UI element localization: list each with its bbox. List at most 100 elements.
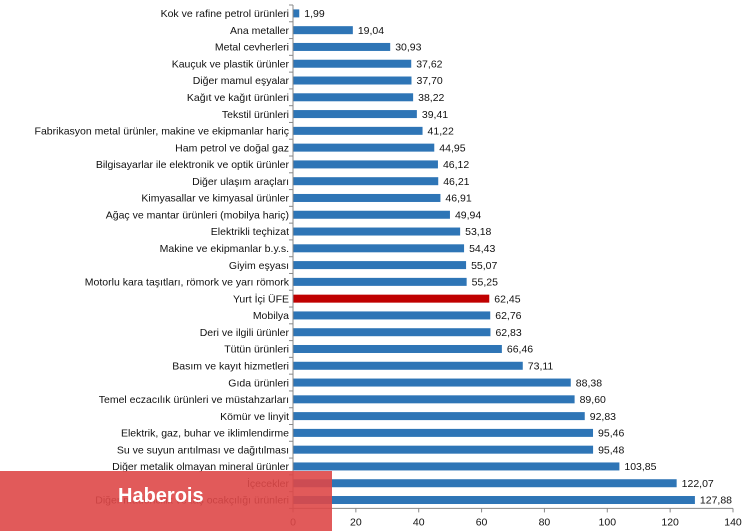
bar: [293, 42, 391, 51]
value-label: 39,41: [422, 109, 448, 121]
value-label: 95,48: [598, 444, 624, 456]
category-label: Kömür ve linyit: [220, 411, 289, 423]
value-labels: 1,99 19,04 30,93 37,62 37,70 38,22 39,41 41,22 4…: [304, 8, 732, 507]
value-label: 19,04: [358, 25, 384, 37]
category-label: Ham petrol ve doğal gaz: [175, 142, 289, 154]
x-tick-label: 20: [350, 516, 362, 528]
value-label: 62,76: [495, 310, 521, 322]
value-label: 41,22: [428, 126, 454, 138]
category-label: Motorlu kara taşıtları, römork ve yarı r…: [85, 277, 290, 289]
x-tick-label: 40: [413, 516, 425, 528]
value-label: 92,83: [590, 411, 616, 423]
value-label: 62,45: [494, 293, 520, 305]
category-label: Deri ve ilgili ürünler: [200, 327, 290, 339]
category-label: Tekstil ürünleri: [222, 109, 289, 121]
value-label: 55,25: [472, 277, 498, 289]
x-tick-label: 120: [661, 516, 679, 528]
value-label: 66,46: [507, 344, 533, 356]
bar: [293, 210, 450, 219]
value-label: 46,21: [443, 176, 469, 188]
axes: 020406080100120140: [289, 4, 742, 528]
value-label: 46,12: [443, 159, 469, 171]
bar: [293, 227, 461, 236]
value-label: 73,11: [528, 360, 554, 372]
category-label: Diğer metalik olmayan mineral ürünler: [112, 461, 289, 473]
bar: [293, 496, 695, 505]
category-label: Makine ve ekipmanlar b.y.s.: [160, 243, 289, 255]
bar: [293, 311, 491, 320]
bar: [293, 26, 353, 35]
bar: [293, 76, 412, 85]
category-label: Giyim eşyası: [229, 260, 289, 272]
bar: [293, 261, 467, 270]
category-label: Mobilya: [253, 310, 289, 322]
category-label: Bilgisayarlar ile elektronik ve optik ür…: [96, 159, 290, 171]
value-label: 53,18: [465, 226, 491, 238]
category-label: Ağaç ve mantar ürünleri (mobilya hariç): [106, 209, 289, 221]
category-label: Metal cevherleri: [215, 42, 289, 54]
category-label: Diğer mamul eşyalar: [193, 75, 290, 87]
bar: [293, 143, 435, 152]
category-label: Ana metaller: [230, 25, 289, 37]
bar: [293, 160, 438, 169]
bar: [293, 294, 490, 303]
value-label: 95,46: [598, 428, 624, 440]
x-tick-label: 80: [539, 516, 551, 528]
bar: [293, 328, 491, 337]
category-label: Tütün ürünleri: [224, 344, 289, 356]
bar: [293, 462, 620, 471]
category-labels: Kok ve rafine petrol ürünleri Ana metalle…: [35, 8, 290, 507]
value-label: 88,38: [576, 377, 602, 389]
category-label: Basım ve kayıt hizmetleri: [172, 360, 289, 372]
value-label: 46,91: [445, 193, 471, 205]
category-label: Elektrikli teçhizat: [211, 226, 289, 238]
value-label: 30,93: [395, 42, 421, 54]
watermark-text: Haberois: [118, 485, 204, 507]
bar: [293, 277, 467, 286]
category-label: Su ve suyun arıtılması ve dağıtılması: [117, 444, 289, 456]
category-label: Kağıt ve kağıt ürünleri: [187, 92, 289, 104]
bar: [293, 193, 441, 202]
category-label: Kimyasallar ve kimyasal ürünler: [141, 193, 289, 205]
value-label: 1,99: [304, 8, 325, 20]
category-label: Kauçuk ve plastik ürünler: [172, 58, 290, 70]
value-label: 37,70: [416, 75, 442, 87]
x-tick-label: 60: [476, 516, 488, 528]
bar: [293, 110, 417, 119]
value-label: 49,94: [455, 209, 481, 221]
bar: [293, 9, 300, 18]
bar: [293, 395, 575, 404]
value-label: 38,22: [418, 92, 444, 104]
category-label: Elektrik, gaz, buhar ve iklimlendirme: [121, 428, 289, 440]
bar: [293, 126, 423, 135]
category-label: Fabrikasyon metal ürünler, makine ve eki…: [35, 126, 289, 138]
bar: [293, 344, 502, 353]
category-label: Kok ve rafine petrol ürünleri: [161, 8, 289, 20]
bar: [293, 244, 465, 253]
bar: [293, 361, 523, 370]
category-label: Diğer ulaşım araçları: [192, 176, 289, 188]
bar: [293, 177, 439, 186]
bar: [293, 479, 677, 488]
x-tick-label: 140: [724, 516, 742, 528]
bars: [293, 9, 695, 505]
value-label: 44,95: [439, 142, 465, 154]
value-label: 54,43: [469, 243, 495, 255]
value-label: 89,60: [580, 394, 606, 406]
value-label: 55,07: [471, 260, 497, 272]
value-label: 37,62: [416, 58, 442, 70]
bar: [293, 428, 594, 437]
value-label: 62,83: [495, 327, 521, 339]
x-tick-label: 100: [599, 516, 617, 528]
category-label: Gıda ürünleri: [228, 377, 289, 389]
watermark-banner: Haberois: [0, 471, 332, 531]
bar: [293, 93, 414, 102]
bar: [293, 445, 594, 454]
bar: [293, 412, 585, 421]
value-label: 103,85: [624, 461, 656, 473]
value-label: 122,07: [682, 478, 714, 490]
value-label: 127,88: [700, 495, 732, 507]
bar: [293, 378, 571, 387]
bar: [293, 59, 412, 68]
